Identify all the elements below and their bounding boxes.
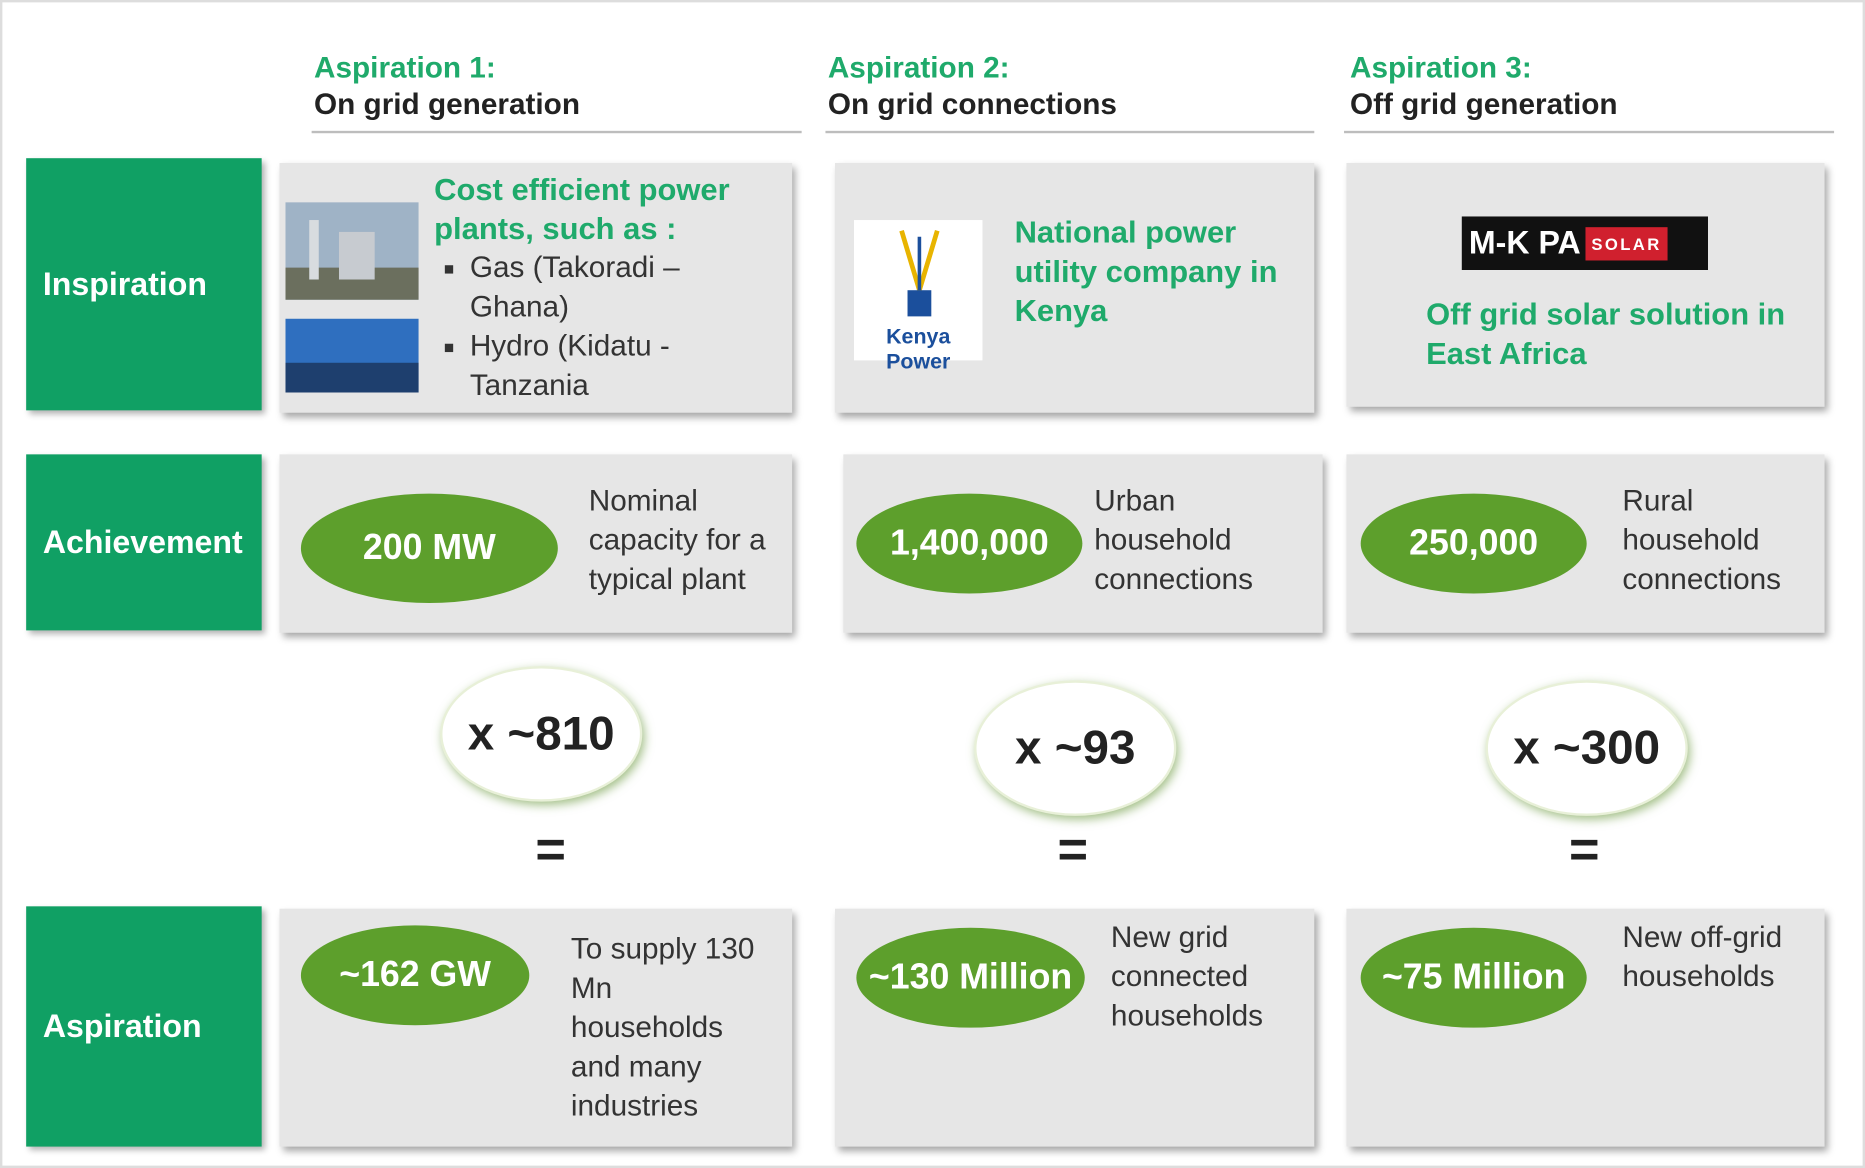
achievement-value: 250,000 bbox=[1361, 494, 1587, 594]
inspiration-title: National power utility company in Kenya bbox=[1015, 213, 1300, 331]
achievement-box: 200 MW Nominal capacity for a typical pl… bbox=[280, 454, 793, 632]
logo-base bbox=[908, 290, 932, 316]
inspiration-box: M-K PA SOLAR Off grid solar solution in … bbox=[1346, 163, 1824, 407]
column-header: Aspiration 3:Off grid generation bbox=[1350, 50, 1618, 124]
inspiration-text: Cost efficient power plants, such as : G… bbox=[434, 170, 785, 406]
achievement-value: 200 MW bbox=[301, 494, 558, 603]
achievement-text: Nominal capacity for a typical plant bbox=[589, 482, 791, 600]
equals: = bbox=[1549, 821, 1620, 880]
inspiration-box: Cost efficient power plants, such as : G… bbox=[280, 163, 793, 413]
logo-text: M-K PA bbox=[1462, 225, 1581, 262]
equals: = bbox=[1037, 821, 1108, 880]
achievement-text: Rural household connections bbox=[1622, 482, 1812, 600]
kenya-power-logo: Kenya Power bbox=[854, 220, 982, 360]
header-rule bbox=[1344, 131, 1834, 133]
row-label: Achievement bbox=[26, 454, 262, 630]
logo-text: Kenya Power bbox=[854, 325, 982, 375]
logo-mark bbox=[890, 225, 949, 320]
achievement-box: 250,000 Rural household connections bbox=[1346, 454, 1824, 632]
water bbox=[285, 363, 418, 393]
multiplier: x ~93 bbox=[974, 680, 1176, 816]
column-header: Aspiration 2:On grid connections bbox=[828, 50, 1117, 124]
logo-tag: SOLAR bbox=[1585, 227, 1667, 260]
aspiration-box: ~162 GW To supply 130 Mn households and … bbox=[280, 909, 793, 1147]
slide: Aspiration 1:On grid generation Aspirati… bbox=[0, 0, 1865, 1168]
inspiration-title: Cost efficient power plants, such as : bbox=[434, 170, 785, 249]
subheading: Off grid generation bbox=[1350, 87, 1618, 124]
inspiration-title: Off grid solar solution in East Africa bbox=[1426, 295, 1795, 374]
aspiration-text: New grid connected households bbox=[1111, 918, 1301, 1036]
multiplier: x ~810 bbox=[440, 666, 642, 802]
achievement-text: Urban household connections bbox=[1094, 482, 1296, 600]
m-kopa-logo: M-K PA SOLAR bbox=[1462, 216, 1708, 270]
aspiration-value: ~162 GW bbox=[301, 925, 529, 1025]
inspiration-box: Kenya Power National power utility compa… bbox=[835, 163, 1314, 413]
bullet: Hydro (Kidatu - Tanzania bbox=[470, 327, 785, 406]
achievement-box: 1,400,000 Urban household connections bbox=[843, 454, 1322, 632]
header-rule bbox=[825, 131, 1314, 133]
bullet: Gas (Takoradi – Ghana) bbox=[470, 249, 785, 328]
multiplier: x ~300 bbox=[1486, 680, 1688, 816]
plant-photos bbox=[285, 202, 418, 392]
aspiration-text: To supply 130 Mn households and many ind… bbox=[571, 930, 761, 1126]
heading: Aspiration 3: bbox=[1350, 50, 1618, 87]
column-header: Aspiration 1:On grid generation bbox=[314, 50, 580, 124]
aspiration-text: New off-grid households bbox=[1622, 918, 1812, 997]
heading: Aspiration 1: bbox=[314, 50, 580, 87]
heading: Aspiration 2: bbox=[828, 50, 1117, 87]
subheading: On grid connections bbox=[828, 87, 1117, 124]
row-label: Aspiration bbox=[26, 906, 262, 1146]
equals: = bbox=[515, 821, 586, 880]
achievement-value: 1,400,000 bbox=[856, 494, 1082, 594]
aspiration-value: ~75 Million bbox=[1361, 928, 1587, 1028]
page: Aspirations {"columns": [ {"heading": "A… bbox=[0, 0, 1865, 1168]
aspiration-box: ~75 Million New off-grid households bbox=[1346, 909, 1824, 1147]
aspiration-box: ~130 Million New grid connected househol… bbox=[835, 909, 1314, 1147]
chimney bbox=[309, 220, 319, 279]
aspiration-value: ~130 Million bbox=[856, 928, 1084, 1028]
body: Aspiration 1:On grid generation Aspirati… bbox=[0, 0, 1865, 1168]
row-label: Inspiration bbox=[26, 158, 262, 410]
header-rule bbox=[312, 131, 802, 133]
building bbox=[339, 232, 375, 280]
bullet-list: Gas (Takoradi – Ghana) Hydro (Kidatu - T… bbox=[434, 249, 785, 406]
subheading: On grid generation bbox=[314, 87, 580, 124]
